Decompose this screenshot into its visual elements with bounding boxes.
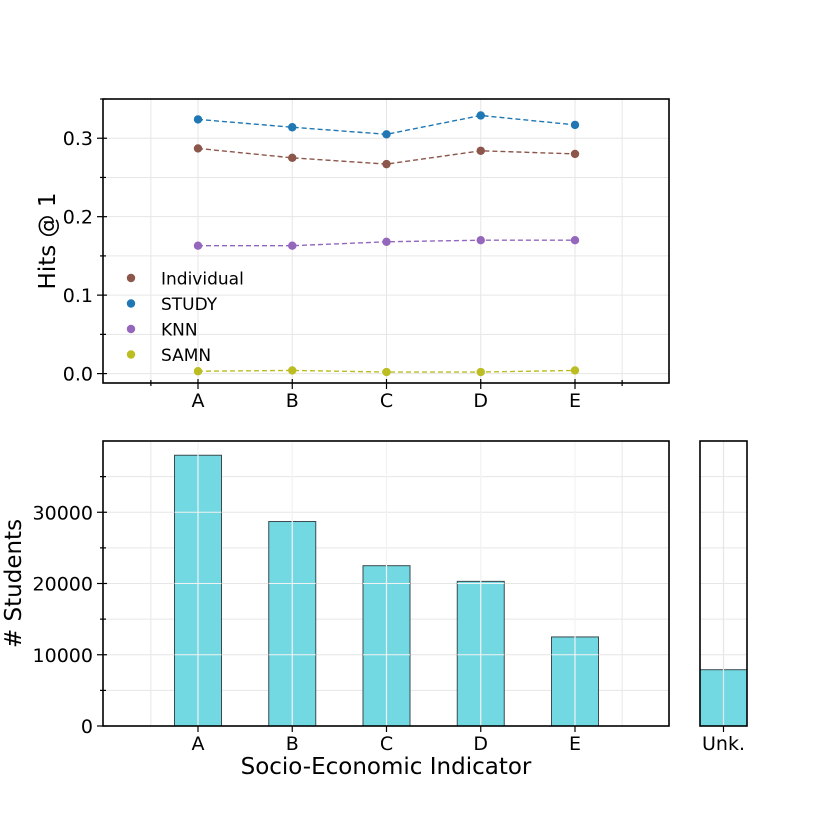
- data-point: [382, 159, 391, 169]
- y-tick-label: 0.2: [63, 207, 93, 229]
- legend-marker: [126, 299, 136, 308]
- data-point: [193, 115, 203, 124]
- data-point: [476, 367, 485, 377]
- x-tick-label: C: [380, 733, 393, 755]
- data-point: [476, 146, 485, 155]
- legend: Individual STUDY KNN SAMN: [126, 270, 244, 366]
- data-point: [382, 367, 391, 377]
- series-study: [193, 111, 580, 139]
- data-point: [193, 367, 203, 376]
- series-individual: [193, 144, 580, 169]
- data-point: [288, 123, 297, 132]
- legend-label: KNN: [161, 321, 198, 341]
- x-axis-title: Socio-Economic Indicator: [241, 754, 532, 780]
- x-tick-label: Unk.: [702, 733, 745, 755]
- x-tick-label: B: [286, 733, 299, 755]
- y-tick-label: 0.3: [63, 128, 93, 150]
- y-tick-label: 10000: [33, 645, 93, 667]
- x-tick-label: E: [569, 733, 581, 755]
- legend-marker: [126, 273, 136, 283]
- legend-label: STUDY: [161, 295, 218, 315]
- y-tick-label: 0: [81, 716, 93, 738]
- data-point: [288, 366, 297, 375]
- legend-marker: [126, 324, 136, 334]
- x-tick-label: A: [192, 390, 205, 412]
- x-tick-label: A: [192, 733, 205, 755]
- x-tick-label: D: [473, 390, 488, 412]
- x-tick-label: D: [473, 733, 488, 755]
- series-line: [197, 147, 576, 165]
- data-point: [476, 111, 485, 120]
- legend-marker: [126, 350, 136, 359]
- data-point: [570, 366, 580, 375]
- data-point: [476, 236, 485, 245]
- y-tick-label: 0.0: [63, 364, 93, 386]
- legend-label: Individual: [161, 270, 244, 290]
- x-tick-label: B: [286, 390, 299, 412]
- y-axis-title: # Students: [1, 519, 27, 648]
- series-line: [197, 114, 576, 136]
- x-tick-label: E: [569, 390, 581, 412]
- y-tick-label: 30000: [33, 502, 93, 524]
- students-bar-chart: 0 10000 20000 30000 A B C D E # Students Socio-Eco…: [1, 440, 670, 780]
- series-knn: [193, 236, 580, 250]
- y-tick-label: 0.1: [63, 285, 93, 307]
- y-tick-label: 20000: [33, 574, 93, 596]
- data-point: [288, 153, 297, 163]
- data-point: [288, 241, 297, 250]
- data-point: [382, 237, 391, 246]
- x-tick-label: C: [380, 390, 393, 412]
- data-point: [570, 149, 580, 159]
- y-axis-title: Hits @ 1: [35, 193, 61, 290]
- data-point: [570, 236, 580, 245]
- data-point: [193, 144, 203, 153]
- series-samn: [193, 366, 580, 377]
- data-point: [382, 130, 391, 139]
- data-point: [570, 120, 580, 130]
- legend-label: SAMN: [161, 346, 211, 366]
- unknown-students-bar-chart: Unk.: [699, 440, 748, 755]
- data-point: [193, 241, 203, 250]
- hits-at-1-line-chart: 0.0 0.1 0.2 0.3 A B C D E Hits @ 1 Individual STUDY…: [35, 98, 670, 412]
